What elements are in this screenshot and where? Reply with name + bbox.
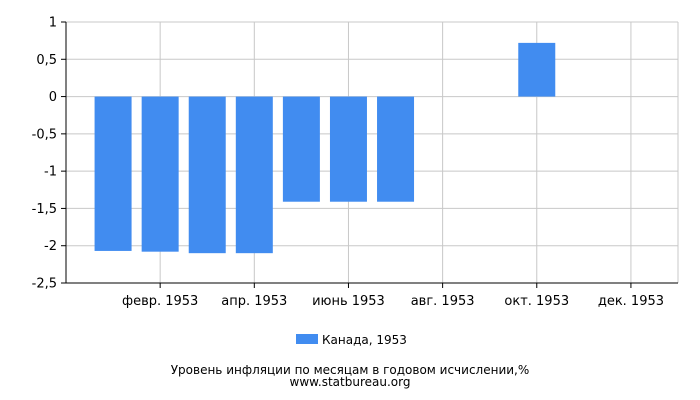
y-tick-label: -1 xyxy=(44,165,57,180)
y-tick-label: -0,5 xyxy=(32,127,57,142)
y-tick-label: -2 xyxy=(44,239,57,254)
y-tick-label: -2,5 xyxy=(32,277,57,292)
bar xyxy=(94,96,132,251)
bar xyxy=(141,96,179,252)
bar xyxy=(377,96,415,202)
legend-swatch xyxy=(296,334,318,344)
bar xyxy=(518,42,556,97)
axes xyxy=(61,21,678,288)
y-tick-label: -1,5 xyxy=(32,202,57,217)
x-tick-labels: февр. 1953 апр. 1953 июнь 1953 авг. 1953 окт… xyxy=(122,294,664,309)
x-tick-label: окт. 1953 xyxy=(504,294,569,309)
y-tick-label: 0,5 xyxy=(36,53,57,68)
x-tick-label: февр. 1953 xyxy=(122,294,198,309)
y-tick-labels: 1 0,5 0 -0,5 -1 -1,5 -2 -2,5 xyxy=(32,16,57,292)
x-tick-label: дек. 1953 xyxy=(598,294,664,309)
bar xyxy=(282,96,320,202)
x-tick-label: июнь 1953 xyxy=(312,294,385,309)
x-tick-label: авг. 1953 xyxy=(411,294,475,309)
bar xyxy=(188,96,226,254)
x-tick-label: апр. 1953 xyxy=(221,294,287,309)
legend-label: Канада, 1953 xyxy=(322,333,407,347)
y-tick-label: 1 xyxy=(49,16,57,31)
bar xyxy=(329,96,367,202)
chart-title: Уровень инфляции по месяцам в годовом ис… xyxy=(171,363,530,377)
bars xyxy=(94,42,556,254)
legend: Канада, 1953 xyxy=(296,333,407,347)
bar xyxy=(235,96,273,254)
source-url: www.statbureau.org xyxy=(290,375,411,389)
y-tick-label: 0 xyxy=(49,90,57,105)
